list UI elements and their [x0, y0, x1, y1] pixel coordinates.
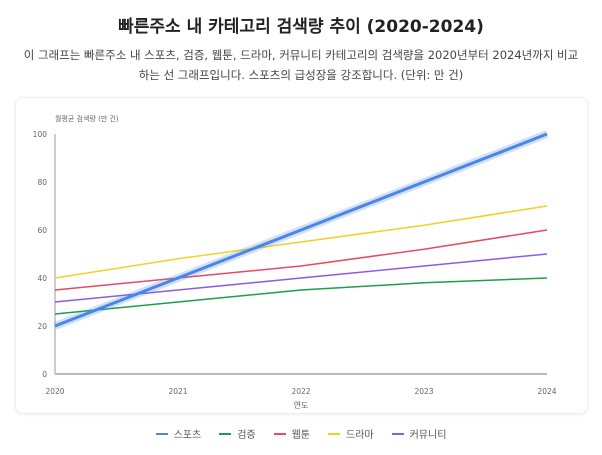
- x-tick-label: 2022: [291, 387, 310, 396]
- legend-label: 스포츠: [173, 430, 202, 441]
- legend-item[interactable]: 드라마: [328, 426, 374, 441]
- series-line-스포츠: [54, 132, 548, 328]
- x-tick-label: 2021: [168, 387, 187, 396]
- x-tick-label: 2024: [537, 387, 556, 396]
- legend-label: 검증: [237, 430, 256, 441]
- legend-label: 커뮤니티: [409, 430, 447, 441]
- y-tick-label: 100: [33, 130, 48, 139]
- legend: 스포츠 검증 웹툰 드라마 커뮤니티: [0, 426, 602, 441]
- y-tick-label: 60: [37, 226, 47, 235]
- x-tick-label: 2023: [414, 387, 433, 396]
- x-axis-label: 연도: [294, 401, 309, 410]
- y-tick-label: 20: [37, 322, 47, 331]
- y-tick-label: 0: [42, 370, 47, 379]
- chart-title: 빠른주소 내 카테고리 검색량 추이 (2020-2024): [118, 17, 484, 37]
- series-line-검증: [54, 277, 548, 315]
- x-tick-label: 2020: [45, 387, 64, 396]
- series-line-드라마: [54, 205, 548, 279]
- legend-swatch: [391, 432, 404, 435]
- y-tick-label: 40: [37, 274, 47, 283]
- legend-item[interactable]: 웹툰: [273, 426, 310, 441]
- legend-swatch: [219, 432, 232, 435]
- legend-label: 웹툰: [291, 430, 310, 441]
- series-line-웹툰: [54, 229, 548, 291]
- legend-item[interactable]: 스포츠: [155, 426, 202, 441]
- y-axis-label: 월평균 검색량 (만 건): [55, 114, 119, 123]
- legend-swatch: [155, 432, 168, 435]
- legend-label: 드라마: [346, 430, 374, 441]
- legend-item[interactable]: 커뮤니티: [391, 426, 447, 441]
- legend-swatch: [328, 432, 340, 435]
- chart-description: 이 그래프는 빠른주소 내 스포츠, 검증, 웹툰, 드라마, 커뮤니티 카테고…: [23, 48, 579, 82]
- legend-item[interactable]: 검증: [219, 426, 256, 441]
- chart-card: [15, 97, 588, 414]
- legend-swatch: [273, 432, 286, 435]
- y-tick-label: 80: [37, 178, 47, 187]
